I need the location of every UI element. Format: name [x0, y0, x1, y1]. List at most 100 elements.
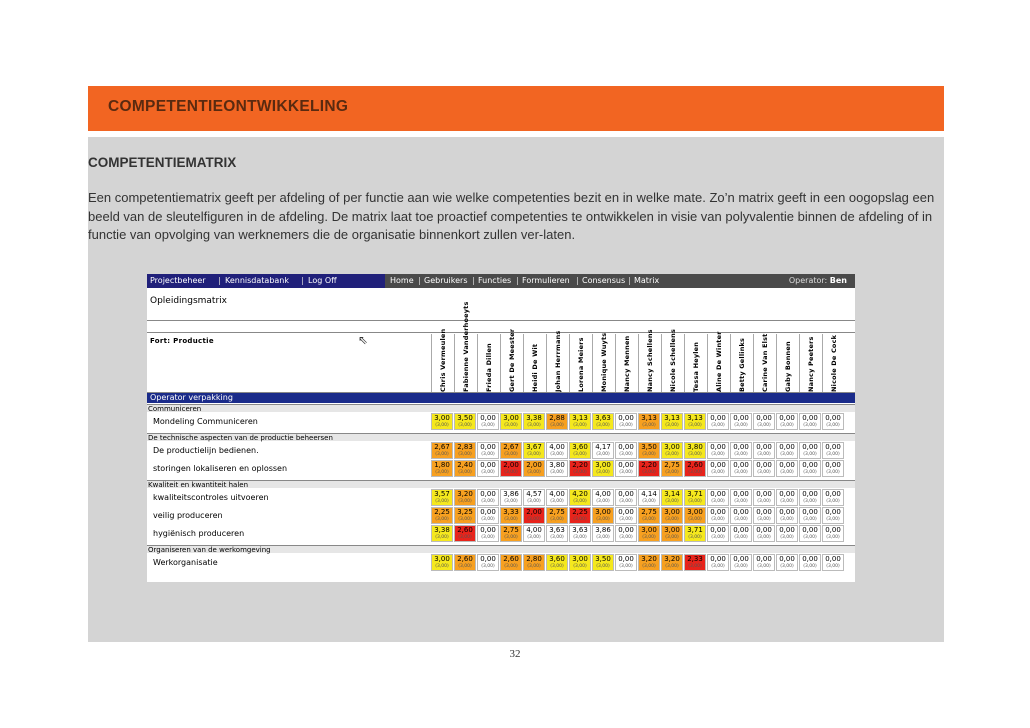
- score-cell[interactable]: 0,00 (3,00): [753, 525, 775, 542]
- score-cell[interactable]: 3,63 (3,00): [592, 413, 614, 430]
- nav-home[interactable]: Home: [390, 276, 414, 285]
- score-cell[interactable]: 3,13 (3,00): [638, 413, 660, 430]
- score-cell[interactable]: 2,75 (3,00): [500, 525, 522, 542]
- score-cell[interactable]: 0,00 (3,00): [730, 507, 752, 524]
- score-cell[interactable]: 0,00 (3,00): [776, 442, 798, 459]
- score-cell[interactable]: 3,63 (3,00): [569, 525, 591, 542]
- score-cell[interactable]: 0,00 (3,00): [477, 507, 499, 524]
- score-cell[interactable]: 0,00 (3,00): [477, 525, 499, 542]
- score-cell[interactable]: 2,67 (3,00): [431, 442, 453, 459]
- score-cell[interactable]: 0,00 (3,00): [822, 442, 844, 459]
- nav-gebruikers[interactable]: Gebruikers: [424, 276, 468, 285]
- score-cell[interactable]: 4,14 (3,00): [638, 489, 660, 506]
- score-cell[interactable]: 4,20 (3,00): [569, 489, 591, 506]
- score-cell[interactable]: 3,63 (3,00): [546, 525, 568, 542]
- score-cell[interactable]: 2,40 (3,00): [454, 460, 476, 477]
- score-cell[interactable]: 3,50 (3,00): [638, 442, 660, 459]
- score-cell[interactable]: 3,67 (3,00): [523, 442, 545, 459]
- score-cell[interactable]: 2,25 (3,00): [431, 507, 453, 524]
- score-cell[interactable]: 0,00 (3,00): [776, 507, 798, 524]
- score-cell[interactable]: 0,00 (3,00): [799, 460, 821, 477]
- score-cell[interactable]: 2,20 (3,00): [638, 460, 660, 477]
- score-cell[interactable]: 0,00 (3,00): [730, 460, 752, 477]
- score-cell[interactable]: 0,00 (3,00): [615, 525, 637, 542]
- score-cell[interactable]: 3,00 (3,00): [569, 554, 591, 571]
- score-cell[interactable]: 0,00 (3,00): [822, 525, 844, 542]
- score-cell[interactable]: 2,20 (3,00): [569, 460, 591, 477]
- score-cell[interactable]: 0,00 (3,00): [615, 507, 637, 524]
- nav-kennisdatabank[interactable]: Kennisdatabank: [225, 276, 290, 285]
- score-cell[interactable]: 0,00 (3,00): [707, 554, 729, 571]
- score-cell[interactable]: 3,50 (3,00): [592, 554, 614, 571]
- score-cell[interactable]: 2,67 (3,00): [500, 442, 522, 459]
- score-cell[interactable]: 0,00 (3,00): [730, 413, 752, 430]
- score-cell[interactable]: 2,00 (3,00): [523, 460, 545, 477]
- score-cell[interactable]: 2,75 (3,00): [661, 460, 683, 477]
- score-cell[interactable]: 0,00 (3,00): [753, 442, 775, 459]
- score-cell[interactable]: 3,80 (3,00): [546, 460, 568, 477]
- score-cell[interactable]: 3,25 (3,00): [454, 507, 476, 524]
- score-cell[interactable]: 2,00 (3,00): [500, 460, 522, 477]
- score-cell[interactable]: 3,00 (3,00): [684, 507, 706, 524]
- score-cell[interactable]: 3,00 (3,00): [661, 525, 683, 542]
- score-cell[interactable]: 3,00 (3,00): [661, 507, 683, 524]
- score-cell[interactable]: 3,20 (3,00): [638, 554, 660, 571]
- score-cell[interactable]: 0,00 (3,00): [615, 554, 637, 571]
- score-cell[interactable]: 0,00 (3,00): [477, 413, 499, 430]
- score-cell[interactable]: 3,00 (3,00): [500, 413, 522, 430]
- score-cell[interactable]: 0,00 (3,00): [730, 442, 752, 459]
- score-cell[interactable]: 2,00 (3,00): [523, 507, 545, 524]
- score-cell[interactable]: 0,00 (3,00): [822, 489, 844, 506]
- score-cell[interactable]: 2,60 (3,00): [454, 554, 476, 571]
- score-cell[interactable]: 0,00 (3,00): [707, 413, 729, 430]
- score-cell[interactable]: 3,33 (3,00): [500, 507, 522, 524]
- score-cell[interactable]: 0,00 (3,00): [776, 413, 798, 430]
- score-cell[interactable]: 1,80 (3,00): [431, 460, 453, 477]
- score-cell[interactable]: 0,00 (3,00): [477, 489, 499, 506]
- score-cell[interactable]: 2,60 (3,00): [684, 460, 706, 477]
- score-cell[interactable]: 0,00 (3,00): [799, 413, 821, 430]
- score-cell[interactable]: 3,13 (3,00): [569, 413, 591, 430]
- score-cell[interactable]: 0,00 (3,00): [615, 489, 637, 506]
- score-cell[interactable]: 3,20 (3,00): [661, 554, 683, 571]
- score-cell[interactable]: 0,00 (3,00): [753, 413, 775, 430]
- score-cell[interactable]: 3,20 (3,00): [454, 489, 476, 506]
- score-cell[interactable]: 3,57 (3,00): [431, 489, 453, 506]
- score-cell[interactable]: 0,00 (3,00): [753, 507, 775, 524]
- score-cell[interactable]: 0,00 (3,00): [822, 413, 844, 430]
- score-cell[interactable]: 3,13 (3,00): [684, 413, 706, 430]
- score-cell[interactable]: 3,38 (3,00): [431, 525, 453, 542]
- score-cell[interactable]: 3,86 (3,00): [500, 489, 522, 506]
- score-cell[interactable]: 0,00 (3,00): [615, 460, 637, 477]
- score-cell[interactable]: 2,60 (3,00): [454, 525, 476, 542]
- score-cell[interactable]: 2,88 (3,00): [546, 413, 568, 430]
- score-cell[interactable]: 0,00 (3,00): [753, 554, 775, 571]
- score-cell[interactable]: 2,80 (3,00): [523, 554, 545, 571]
- score-cell[interactable]: 3,50 (3,00): [454, 413, 476, 430]
- score-cell[interactable]: 0,00 (3,00): [799, 442, 821, 459]
- nav-functies[interactable]: Functies: [478, 276, 512, 285]
- score-cell[interactable]: 0,00 (3,00): [707, 489, 729, 506]
- score-cell[interactable]: 0,00 (3,00): [730, 554, 752, 571]
- score-cell[interactable]: 0,00 (3,00): [730, 489, 752, 506]
- nav-formulieren[interactable]: Formulieren: [522, 276, 570, 285]
- score-cell[interactable]: 4,17 (3,00): [592, 442, 614, 459]
- score-cell[interactable]: 4,57 (3,00): [523, 489, 545, 506]
- score-cell[interactable]: 2,75 (3,00): [546, 507, 568, 524]
- score-cell[interactable]: 0,00 (3,00): [707, 442, 729, 459]
- score-cell[interactable]: 0,00 (3,00): [822, 460, 844, 477]
- score-cell[interactable]: 3,00 (3,00): [592, 507, 614, 524]
- score-cell[interactable]: 0,00 (3,00): [776, 554, 798, 571]
- score-cell[interactable]: 3,38 (3,00): [523, 413, 545, 430]
- score-cell[interactable]: 3,13 (3,00): [661, 413, 683, 430]
- score-cell[interactable]: 3,00 (3,00): [431, 554, 453, 571]
- score-cell[interactable]: 3,00 (3,00): [431, 413, 453, 430]
- score-cell[interactable]: 3,00 (3,00): [592, 460, 614, 477]
- score-cell[interactable]: 0,00 (3,00): [753, 460, 775, 477]
- score-cell[interactable]: 3,71 (3,00): [684, 525, 706, 542]
- score-cell[interactable]: 0,00 (3,00): [822, 507, 844, 524]
- score-cell[interactable]: 3,00 (3,00): [661, 442, 683, 459]
- nav-matrix[interactable]: Matrix: [634, 276, 660, 285]
- score-cell[interactable]: 0,00 (3,00): [776, 525, 798, 542]
- nav-projectbeheer[interactable]: Projectbeheer: [150, 276, 206, 285]
